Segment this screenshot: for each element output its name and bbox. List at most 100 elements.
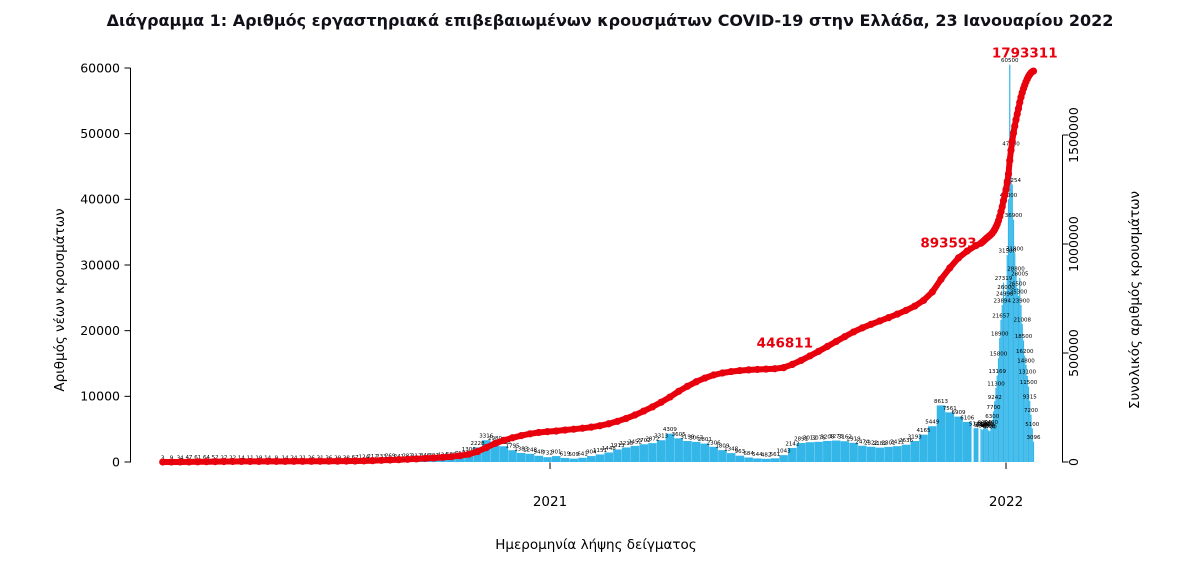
daily-cases-bar-label: 28005	[1011, 272, 1029, 278]
cumulative-cases-point	[395, 456, 403, 464]
cumulative-cases-point	[491, 439, 499, 448]
cumulative-cases-point	[570, 425, 578, 433]
daily-cases-bar	[875, 447, 885, 462]
cumulative-cases-point	[587, 423, 595, 431]
cumulative-cases-point	[613, 417, 622, 425]
daily-cases-bar-label: 21008	[1013, 318, 1031, 324]
daily-cases-bar-label: 16200	[1016, 349, 1034, 355]
x-axis-title: Ημερομηνία λήψης δείγματος	[495, 537, 696, 553]
daily-cases-bar	[613, 449, 622, 462]
cumulative-cases-point	[815, 347, 823, 355]
cumulative-cases-point	[377, 456, 385, 464]
daily-cases-bar-label: 684	[743, 451, 754, 457]
daily-cases-bar-label: 9315	[1023, 394, 1037, 400]
daily-cases-bar-label: 40000	[1000, 193, 1018, 199]
cumulative-cases-point	[884, 314, 893, 322]
daily-cases-bars-layer	[158, 64, 1035, 463]
daily-cases-bar-label: 31500	[998, 249, 1016, 255]
daily-cases-bar-label: 7200	[1024, 408, 1038, 414]
cumulative-cases-point	[421, 454, 429, 463]
cumulative-cases-point	[849, 328, 858, 336]
daily-cases-bar	[639, 444, 648, 462]
axes-layer: 0 10000 20000 30000 40000 50000 60000 0 500000 10…	[80, 60, 1081, 510]
daily-cases-bar-label: 732	[542, 451, 553, 457]
daily-cases-bar-label: 2872	[645, 437, 659, 443]
daily-cases-bar	[1000, 319, 1002, 462]
cumulative-line-layer	[159, 67, 1038, 466]
x-axis-tick-label: 2022	[989, 494, 1023, 510]
daily-cases-bar	[986, 429, 988, 462]
daily-cases-bar-label: 2301	[882, 440, 896, 446]
daily-cases-bar	[700, 443, 710, 462]
daily-cases-bar	[1005, 291, 1007, 462]
cumulative-cases-point	[876, 317, 884, 325]
cumulative-cases-point	[1014, 104, 1023, 113]
daily-cases-bar	[928, 426, 937, 462]
cumulative-cases-point	[780, 364, 788, 372]
daily-cases-bar	[709, 446, 718, 462]
daily-cases-bar	[735, 455, 745, 462]
daily-cases-bar	[1001, 305, 1003, 462]
daily-cases-bar	[973, 428, 979, 462]
daily-cases-bar-label: 14800	[1017, 358, 1035, 364]
cumulative-cases-point	[403, 455, 412, 463]
daily-cases-bar	[991, 420, 993, 462]
cumulative-cases-point	[386, 456, 394, 464]
daily-cases-bar-label: 42254	[1003, 178, 1021, 184]
daily-cases-bar-label: 3316	[479, 434, 493, 440]
cumulative-cases-point	[622, 414, 630, 423]
daily-cases-bar	[1032, 441, 1035, 462]
cumulative-cases-point	[771, 365, 779, 373]
daily-cases-bar-label: 4900	[975, 423, 989, 429]
cumulative-cases-point	[237, 457, 246, 466]
daily-cases-bar-label: 948	[534, 449, 545, 455]
daily-cases-bar	[578, 457, 587, 462]
cumulative-cases-point	[832, 337, 840, 346]
cumulative-cases-point	[220, 457, 228, 466]
cumulative-cases-point	[954, 254, 963, 262]
cumulative-cases-point	[753, 365, 761, 374]
daily-cases-bar	[999, 337, 1001, 462]
daily-cases-bar-label: 4309	[663, 427, 677, 433]
daily-cases-bar-label: 1043	[777, 449, 791, 455]
daily-cases-bar-label: 47	[185, 455, 192, 461]
daily-cases-bar-label: 2452	[628, 439, 642, 445]
daily-cases-bar	[683, 440, 692, 462]
daily-cases-bar-label: 2215	[619, 441, 633, 447]
cumulative-cases-point	[167, 458, 176, 466]
daily-cases-bar	[569, 458, 579, 462]
daily-cases-bar-label: 2322	[864, 440, 878, 446]
y-axis-left-tick-label: 20000	[80, 323, 120, 338]
daily-cases-bar-label: 11300	[987, 381, 1005, 387]
daily-cases-bar	[954, 416, 963, 462]
cumulative-cases-point	[412, 455, 420, 463]
daily-cases-bar	[447, 458, 456, 462]
daily-cases-bar-label: 3096	[1026, 435, 1040, 441]
daily-cases-bar-label: 34	[177, 455, 184, 461]
cumulative-cases-point	[473, 447, 482, 456]
daily-cases-bar	[718, 450, 727, 462]
cumulative-cases-point	[745, 366, 753, 374]
cumulative-cases-point	[299, 457, 307, 465]
daily-cases-bar-label: 1348	[724, 447, 738, 453]
daily-cases-bar-label: 7700	[987, 405, 1001, 411]
daily-cases-bar	[945, 412, 955, 462]
daily-cases-bar	[858, 445, 867, 462]
daily-cases-bar	[1020, 305, 1022, 462]
cumulative-cases-point	[788, 360, 796, 369]
daily-cases-bar	[990, 426, 992, 462]
daily-cases-bar	[814, 441, 823, 462]
cumulative-cases-point	[211, 457, 219, 466]
cumulative-cases-point	[762, 365, 770, 373]
daily-cases-bar	[936, 405, 946, 462]
daily-cases-bar-label: 3076	[812, 435, 826, 441]
cumulative-cases-point	[1004, 170, 1013, 178]
cumulative-cases-point	[517, 432, 525, 440]
daily-cases-bar-label: 21657	[992, 313, 1010, 319]
cumulative-cases-point	[1003, 178, 1011, 187]
daily-cases-bar-label: 544	[752, 452, 763, 458]
daily-cases-bar	[604, 452, 614, 462]
daily-cases-bar-label: 11500	[1020, 380, 1038, 386]
cumulative-cases-point	[543, 428, 552, 436]
cumulative-cases-point	[683, 382, 692, 390]
